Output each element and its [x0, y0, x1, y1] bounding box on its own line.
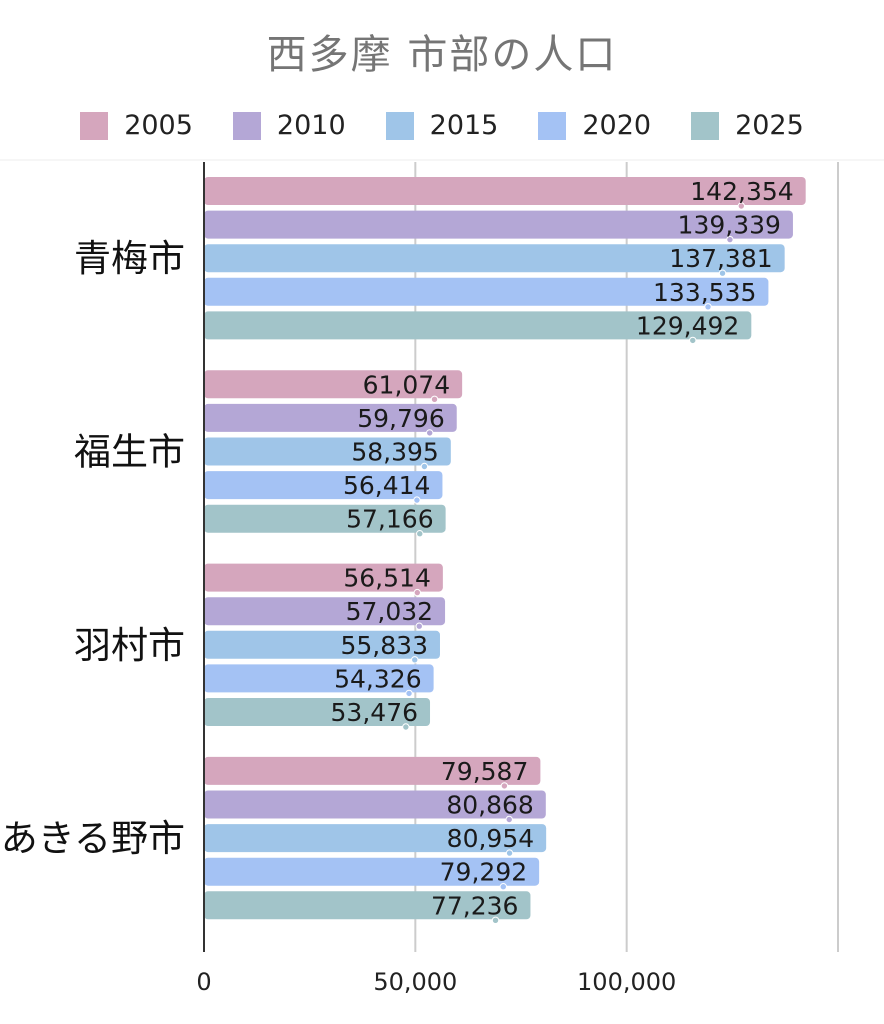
legend-label-2005: 2005	[124, 110, 193, 141]
bar-marker-福生市-2015	[420, 462, 429, 471]
bar-羽村市-2005	[204, 563, 443, 592]
bar-羽村市-2025	[204, 698, 431, 726]
bar-福生市-2010	[204, 403, 457, 432]
bar-あきる野市-2015	[204, 824, 547, 853]
bar-marker-羽村市-2010	[415, 622, 423, 630]
bar-marker-青梅市-2010	[726, 235, 734, 244]
bar-marker-あきる野市-2010	[505, 815, 513, 824]
bar-羽村市-2020	[204, 664, 434, 693]
value-label-青梅市-2025: 129,492	[636, 311, 739, 340]
value-label-羽村市-2015: 55,833	[341, 631, 428, 660]
bar-marker-福生市-2025	[416, 530, 424, 538]
bar-青梅市-2025	[204, 311, 752, 340]
value-label-青梅市-2005: 142,354	[690, 177, 793, 206]
bar-あきる野市-2025	[204, 891, 531, 920]
bar-青梅市-2005	[204, 177, 806, 205]
value-label-福生市-2015: 58,395	[351, 438, 438, 467]
value-label-福生市-2020: 56,414	[343, 471, 430, 500]
value-label-あきる野市-2025: 77,236	[431, 891, 518, 920]
bar-あきる野市-2005	[204, 756, 541, 785]
x-tick-label-0: 0	[196, 968, 211, 996]
legend-item-2010: 2010	[232, 110, 346, 141]
bar-marker-青梅市-2015	[718, 269, 727, 277]
value-label-羽村市-2010: 57,032	[346, 597, 433, 626]
legend: 2005 2010 2015 2020 2025	[0, 110, 884, 141]
value-label-福生市-2025: 57,166	[346, 505, 433, 534]
bar-福生市-2020	[204, 471, 443, 500]
value-label-あきる野市-2020: 79,292	[440, 858, 527, 887]
chart-title: 西多摩 市部の人口	[266, 32, 618, 78]
legend-swatch-2015	[385, 111, 414, 140]
bar-marker-羽村市-2020	[405, 689, 413, 698]
legend-label-2015: 2015	[429, 110, 499, 141]
bar-marker-羽村市-2015	[411, 656, 419, 664]
legend-label-2010: 2010	[276, 110, 346, 141]
value-label-あきる野市-2005: 79,587	[441, 757, 528, 786]
category-label-福生市: 福生市	[74, 431, 185, 474]
bar-marker-あきる野市-2020	[499, 883, 507, 891]
bar-marker-あきる野市-2015	[505, 849, 514, 857]
x-tick-label-100000: 100,000	[577, 968, 676, 996]
legend-swatch-2005	[80, 111, 109, 140]
bar-羽村市-2010	[204, 597, 446, 626]
bar-marker-あきる野市-2025	[491, 916, 500, 924]
legend-item-2025: 2025	[691, 110, 804, 141]
bar-marker-福生市-2010	[425, 429, 434, 437]
value-label-あきる野市-2010: 80,868	[446, 791, 533, 820]
bar-marker-青梅市-2025	[689, 336, 697, 345]
bar-marker-青梅市-2005	[737, 202, 746, 210]
x-tick-label-50000: 50,000	[373, 968, 457, 996]
bar-marker-あきる野市-2005	[500, 782, 509, 790]
category-label-あきる野市: あきる野市	[1, 817, 185, 860]
bar-あきる野市-2020	[204, 857, 540, 886]
value-label-あきる野市-2015: 80,954	[447, 824, 534, 853]
legend-swatch-2010	[232, 111, 261, 140]
bar-marker-青梅市-2020	[704, 303, 712, 311]
value-label-羽村市-2005: 56,514	[343, 564, 430, 593]
legend-label-2025: 2025	[735, 110, 804, 141]
bar-羽村市-2015	[204, 630, 440, 659]
bar-福生市-2025	[204, 504, 446, 533]
value-label-青梅市-2010: 139,339	[678, 211, 781, 240]
legend-item-2015: 2015	[385, 110, 499, 141]
legend-item-2020: 2020	[538, 110, 651, 141]
bar-あきる野市-2010	[204, 790, 546, 819]
bar-青梅市-2015	[204, 244, 785, 273]
legend-swatch-2020	[538, 111, 567, 140]
legend-swatch-2025	[691, 111, 720, 140]
value-label-羽村市-2020: 54,326	[334, 664, 421, 693]
category-label-羽村市: 羽村市	[74, 624, 185, 667]
value-label-福生市-2010: 59,796	[357, 404, 444, 433]
value-label-青梅市-2015: 137,381	[669, 244, 772, 273]
bar-福生市-2015	[204, 437, 451, 466]
bar-marker-福生市-2005	[430, 395, 439, 403]
bar-福生市-2005	[204, 370, 463, 399]
legend-item-2005: 2005	[80, 110, 193, 141]
bar-marker-羽村市-2005	[413, 588, 422, 597]
bar-青梅市-2020	[204, 277, 769, 306]
legend-label-2020: 2020	[582, 110, 652, 141]
value-label-福生市-2005: 61,074	[363, 370, 450, 399]
value-label-青梅市-2020: 133,535	[653, 278, 756, 307]
category-label-青梅市: 青梅市	[74, 237, 185, 280]
bar-青梅市-2010	[204, 210, 793, 239]
value-label-羽村市-2025: 53,476	[331, 698, 418, 727]
bar-marker-羽村市-2025	[402, 723, 410, 731]
bar-marker-福生市-2020	[413, 496, 421, 504]
